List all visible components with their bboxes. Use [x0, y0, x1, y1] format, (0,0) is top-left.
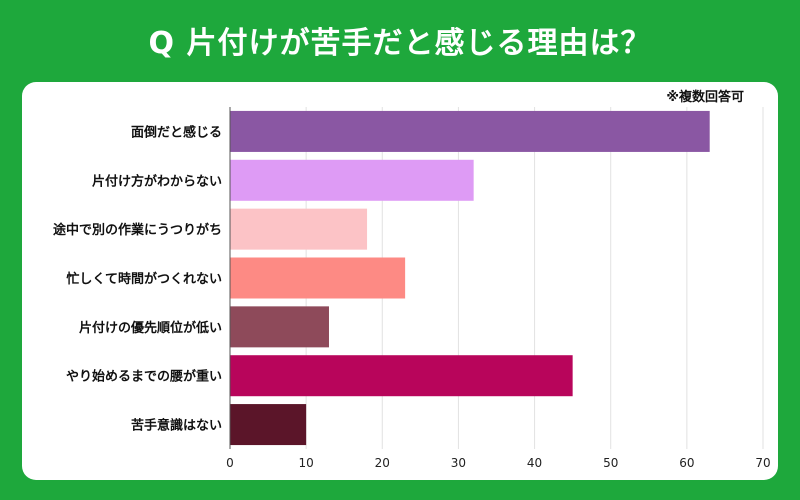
- category-label-2: 途中で別の作業にうつりがち: [53, 222, 222, 238]
- x-tick-label-6: 60: [679, 456, 694, 470]
- x-tick-label-3: 30: [451, 456, 466, 470]
- bar-6: [230, 404, 307, 446]
- category-label-0: 面倒だと感じる: [131, 124, 222, 140]
- bar-5: [230, 355, 573, 397]
- x-tick-label-0: 0: [226, 456, 234, 470]
- bar-3: [230, 257, 406, 299]
- bar-1: [230, 159, 474, 201]
- category-label-5: やり始めるまでの腰が重い: [66, 369, 222, 385]
- category-label-4: 片付けの優先順位が低い: [79, 320, 222, 336]
- multiple-answer-note: ※複数回答可: [666, 90, 744, 105]
- bar-4: [230, 306, 329, 348]
- category-label-3: 忙しくて時間がつくれない: [66, 271, 222, 287]
- x-tick-label-5: 50: [603, 456, 618, 470]
- bar-2: [230, 208, 368, 250]
- x-tick-label-2: 20: [375, 456, 390, 470]
- category-label-1: 片付け方がわからない: [92, 173, 222, 189]
- x-tick-label-7: 70: [755, 456, 770, 470]
- x-tick-label-4: 40: [527, 456, 542, 470]
- category-label-6: 苦手意識はない: [131, 418, 222, 434]
- bar-0: [230, 110, 710, 152]
- chart-title: Q 片付けが苦手だと感じる理由は？: [148, 26, 652, 61]
- x-tick-label-1: 10: [299, 456, 314, 470]
